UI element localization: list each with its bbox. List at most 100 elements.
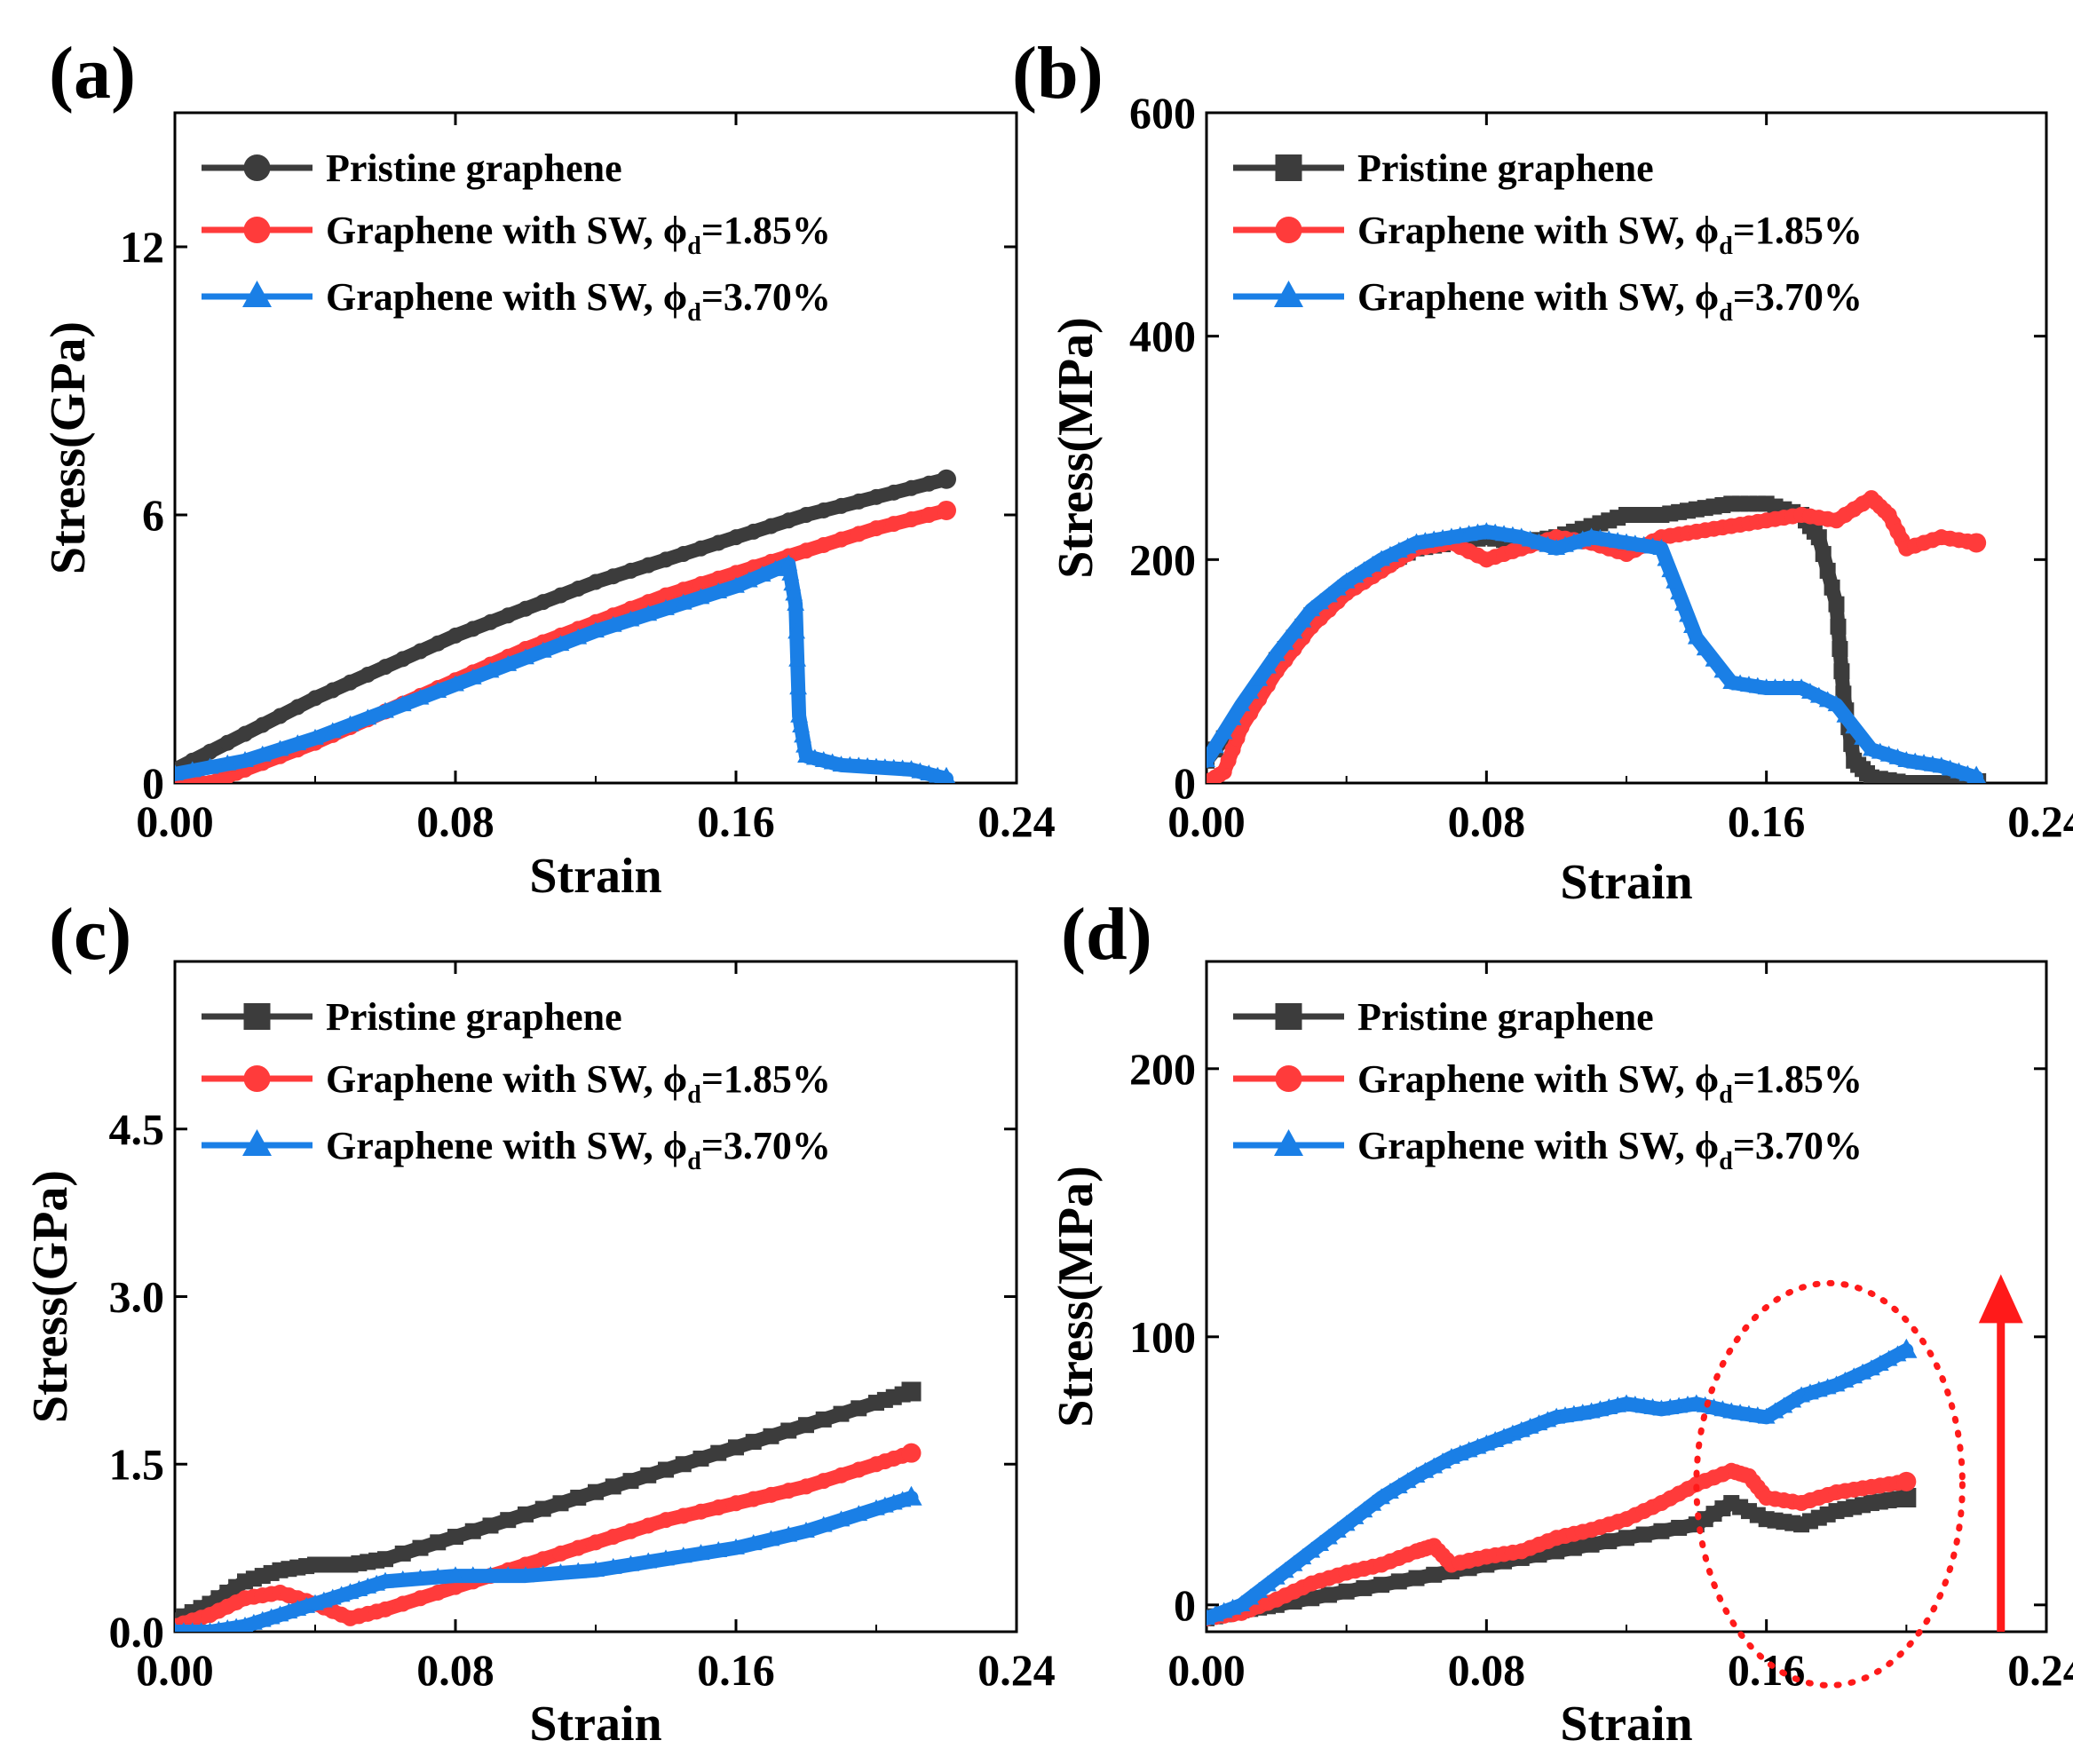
data-point: [1705, 650, 1723, 667]
data-point: [833, 1405, 850, 1422]
data-point: [551, 635, 570, 652]
data-point: [1635, 1526, 1652, 1543]
data-point: [1215, 723, 1233, 740]
data-point: [657, 598, 675, 615]
data-point: [833, 1467, 850, 1483]
x-tick-label: 0.24: [2007, 1645, 2073, 1695]
data-point: [937, 469, 956, 489]
data-point: [1328, 1521, 1347, 1538]
legend-label: Graphene with SW, ϕd=1.85%: [326, 1057, 831, 1109]
data-point: [763, 1428, 779, 1444]
legend-label-subscript: d: [687, 299, 701, 327]
data-point: [1836, 706, 1855, 723]
data-point: [464, 621, 481, 637]
legend-label-tail: =1.85%: [1733, 209, 1863, 252]
data-point: [1320, 1586, 1337, 1603]
data-point: [815, 536, 832, 553]
legend-label-subscript: d: [687, 1148, 701, 1175]
data-point: [727, 576, 745, 593]
x-tick-label: 0.08: [416, 1645, 495, 1695]
x-tick-label: 0.16: [1728, 1645, 1806, 1695]
legend-marker-sw370: [242, 281, 272, 307]
x-axis-label: Strain: [529, 1697, 661, 1752]
data-point: [740, 571, 758, 588]
y-axis-label: Stress(GPa): [41, 321, 96, 574]
data-point: [710, 534, 727, 551]
data-point: [1833, 663, 1850, 680]
data-point: [569, 628, 588, 645]
data-point: [1267, 1568, 1286, 1585]
data-point: [710, 1499, 727, 1516]
data-point: [833, 531, 850, 548]
legend-label-main: Graphene with SW, ϕ: [326, 275, 687, 319]
data-point: [1898, 775, 1915, 783]
data-point: [763, 1486, 779, 1503]
data-point: [1250, 1581, 1269, 1598]
x-tick-label: 0.24: [977, 796, 1056, 846]
data-point: [658, 551, 674, 568]
legend-label-main: Graphene with SW, ϕ: [1357, 1057, 1719, 1101]
legend-label: Pristine graphene: [326, 146, 622, 190]
x-tick-label: 0.00: [136, 796, 214, 846]
data-point: [921, 507, 938, 523]
data-point: [1792, 678, 1810, 695]
data-point: [1757, 1407, 1776, 1424]
data-point: [1845, 717, 1863, 734]
data-point: [447, 1566, 464, 1583]
panel-label: (d): [1061, 893, 1152, 976]
data-point: [790, 706, 808, 723]
legend-marker-sw370: [1274, 281, 1303, 307]
data-point: [1389, 1477, 1408, 1494]
data-point: [815, 1473, 832, 1490]
data-point: [728, 1439, 744, 1456]
data-point: [500, 1512, 517, 1529]
data-point: [1830, 618, 1847, 635]
data-point: [710, 570, 727, 587]
data-point: [534, 1500, 551, 1517]
data-point: [1871, 1354, 1889, 1371]
legend-marker-sw185: [1275, 217, 1302, 243]
x-tick-label: 0.00: [136, 1645, 214, 1695]
data-point: [1328, 579, 1347, 596]
series-line: [175, 471, 953, 777]
data-point: [639, 1552, 658, 1569]
data-point: [674, 1546, 692, 1563]
data-point: [587, 621, 605, 638]
legend-marker-sw185: [1275, 1065, 1302, 1092]
data-point: [429, 1567, 447, 1584]
x-tick-label: 0.24: [977, 1645, 1056, 1695]
data-point: [499, 654, 518, 671]
data-point: [271, 740, 289, 756]
data-point: [1565, 1539, 1582, 1556]
x-tick-label: 0.16: [1728, 796, 1806, 846]
legend-label-tail: =1.85%: [701, 1057, 831, 1101]
data-point: [1809, 686, 1828, 703]
legend-label-subscript: d: [1719, 1148, 1733, 1175]
data-point: [605, 568, 621, 585]
series-sw370: [175, 1485, 922, 1632]
y-tick-label: 0: [1174, 1580, 1196, 1630]
data-point: [604, 1557, 622, 1574]
data-point: [377, 659, 393, 676]
data-point: [430, 1534, 447, 1551]
legend-label-main: Pristine graphene: [1357, 995, 1654, 1039]
data-point: [1241, 682, 1260, 699]
data-point: [794, 726, 811, 743]
x-tick-label: 0.08: [1448, 796, 1526, 846]
data-point: [657, 1549, 675, 1566]
data-point: [412, 643, 429, 660]
series-pristine: [175, 1381, 922, 1629]
data-point: [175, 764, 184, 781]
legend-marker-sw185: [243, 1065, 271, 1092]
data-point: [1398, 537, 1417, 554]
data-point: [780, 1422, 797, 1439]
data-point: [692, 1544, 710, 1561]
data-point: [1311, 593, 1330, 610]
data-point: [1356, 1579, 1373, 1596]
data-point: [518, 1506, 534, 1523]
legend-label-main: Pristine graphene: [326, 146, 622, 190]
data-point: [1815, 546, 1832, 563]
data-point: [921, 475, 938, 492]
data-point: [780, 1483, 797, 1499]
y-tick-label: 400: [1129, 312, 1196, 361]
